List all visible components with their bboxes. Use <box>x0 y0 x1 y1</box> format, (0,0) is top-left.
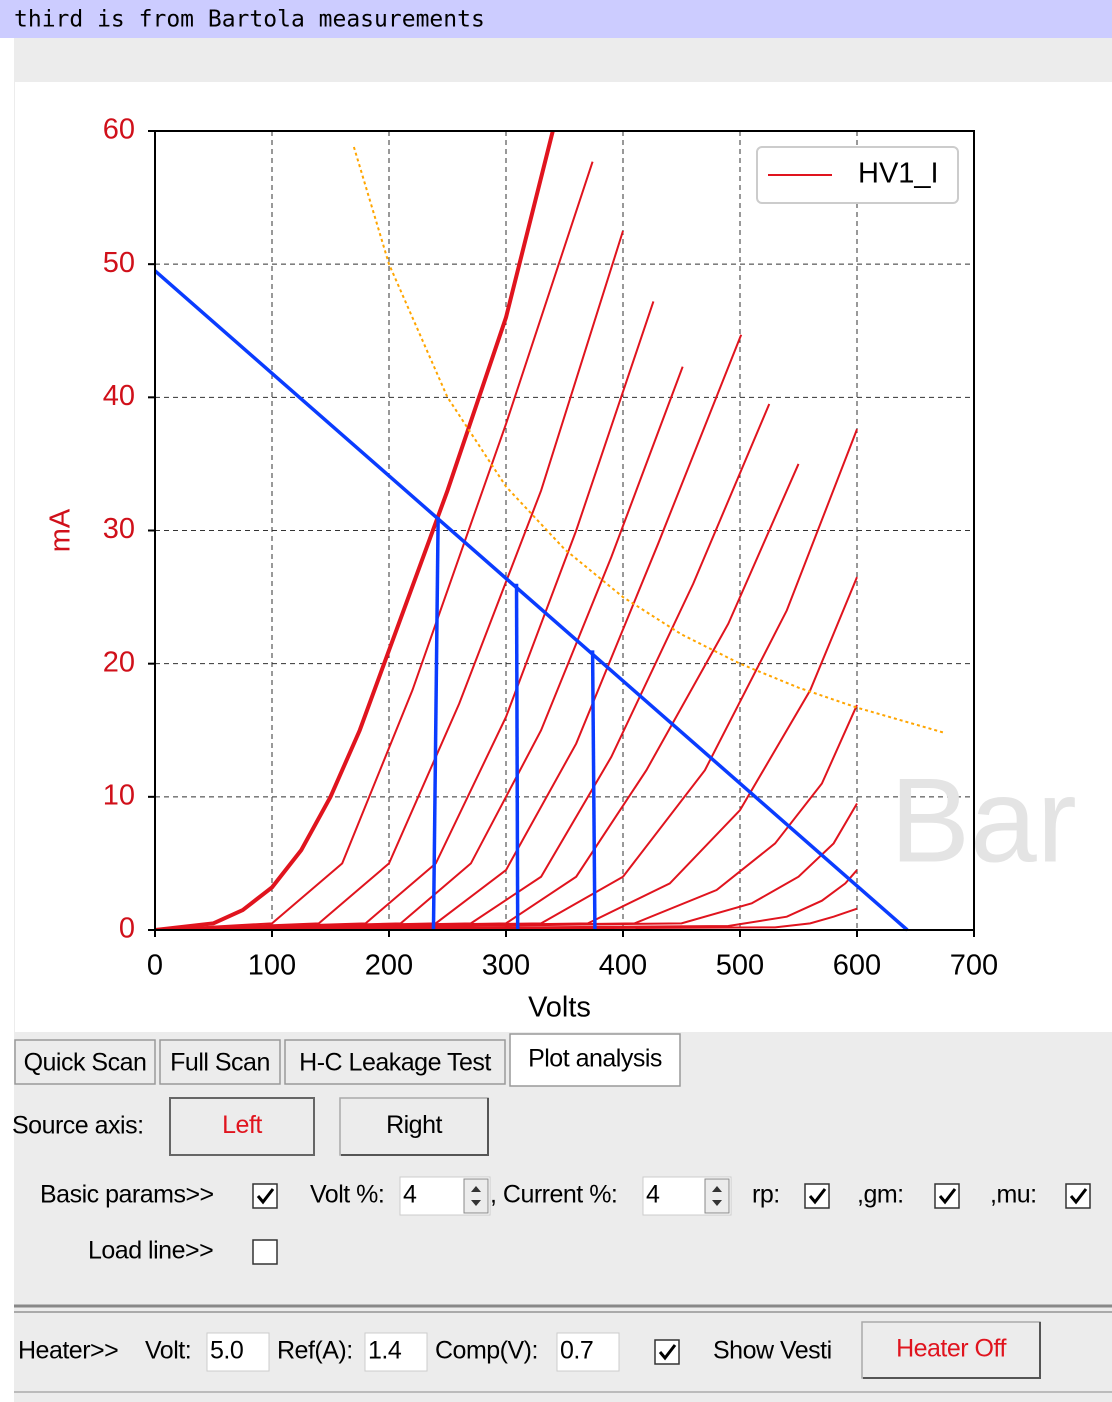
label: rp: <box>752 1181 780 1209</box>
label: Load line>> <box>88 1237 213 1265</box>
spin-button[interactable] <box>463 1178 489 1214</box>
text-input[interactable] <box>364 1332 428 1372</box>
checkbox[interactable] <box>804 1183 830 1209</box>
label: Basic params>> <box>40 1181 214 1209</box>
spin-button[interactable] <box>704 1178 730 1214</box>
label: 4 <box>646 1181 660 1209</box>
label: Ref(A): <box>277 1337 353 1365</box>
label: Show Vesti <box>713 1337 832 1365</box>
text-input[interactable] <box>556 1332 620 1372</box>
y-tick-label: 60 <box>103 114 135 146</box>
label: Right <box>386 1111 442 1139</box>
label: Plot analysis <box>528 1045 662 1073</box>
label: , Current %: <box>490 1181 617 1209</box>
x-tick-label: 400 <box>599 950 647 982</box>
operating-point-line <box>431 517 440 931</box>
watermark: Bar <box>890 754 1077 888</box>
plot-area <box>15 82 1112 1032</box>
label: Full Scan <box>170 1049 270 1077</box>
label: Volt: <box>145 1337 191 1365</box>
legend-box <box>756 146 959 204</box>
operating-point-line <box>514 583 520 931</box>
label: ,mu: <box>990 1181 1037 1209</box>
label: 5.0 <box>210 1337 243 1365</box>
operating-point-line <box>590 650 597 931</box>
x-tick-label: 600 <box>833 950 881 982</box>
button[interactable] <box>169 1097 315 1156</box>
checkbox[interactable] <box>252 1183 278 1209</box>
y-tick-label: 0 <box>119 913 135 945</box>
button[interactable] <box>339 1097 489 1156</box>
label: Source axis: <box>12 1112 144 1140</box>
y-tick-label: 50 <box>103 247 135 279</box>
checkbox[interactable] <box>934 1183 960 1209</box>
x-tick-label: 700 <box>950 950 998 982</box>
y-tick-label: 10 <box>103 779 135 811</box>
y-tick-label: 30 <box>103 513 135 545</box>
plate-curve <box>155 907 858 930</box>
y-tick-label: 40 <box>103 380 135 412</box>
plate-curve <box>155 230 624 930</box>
y-tick-label: 20 <box>103 646 135 678</box>
label: Heater>> <box>18 1337 118 1365</box>
label: 1.4 <box>368 1337 402 1365</box>
plate-curve <box>155 869 858 930</box>
tab[interactable] <box>14 1039 156 1085</box>
label: Heater Off <box>896 1335 1006 1363</box>
label: ,gm: <box>857 1181 904 1209</box>
x-tick-label: 200 <box>365 950 413 982</box>
x-tick-label: 0 <box>147 950 163 982</box>
text-input[interactable] <box>206 1332 270 1372</box>
spin-arrows <box>471 1186 481 1206</box>
banner: third is from Bartola measurements <box>14 7 485 33</box>
label: Left <box>222 1111 262 1139</box>
load-line <box>153 269 909 932</box>
x-axis-label: Volts <box>528 992 591 1024</box>
legend-label: HV1_I <box>858 158 939 190</box>
plate-curve <box>155 131 555 930</box>
checkbox[interactable] <box>1065 1183 1091 1209</box>
button[interactable] <box>861 1321 1041 1379</box>
button-shadow <box>863 1322 1041 1379</box>
banner-bg <box>0 0 1112 38</box>
tab[interactable] <box>159 1039 281 1085</box>
checkbox[interactable] <box>654 1339 680 1365</box>
checkbox[interactable] <box>252 1239 278 1265</box>
label: Volt %: <box>310 1181 384 1209</box>
checkmark <box>256 1188 275 1205</box>
power-curve <box>352 146 946 734</box>
label: Comp(V): <box>435 1337 538 1365</box>
y-axis-label: mA <box>45 508 77 552</box>
plot-frame <box>154 130 975 931</box>
tab[interactable] <box>509 1033 681 1087</box>
checkmark <box>938 1188 957 1205</box>
label: 4 <box>403 1181 417 1209</box>
label: 0.7 <box>560 1337 593 1365</box>
x-tick-label: 100 <box>248 950 296 982</box>
label: Quick Scan <box>24 1049 147 1077</box>
spin-arrows <box>712 1186 722 1206</box>
x-tick-label: 500 <box>716 950 764 982</box>
checkmark <box>808 1188 827 1205</box>
checkmark <box>658 1344 677 1361</box>
button-shadow <box>341 1098 489 1156</box>
checkmark <box>1069 1188 1088 1205</box>
plate-curve <box>155 161 594 930</box>
x-tick-label: 300 <box>482 950 530 982</box>
tab[interactable] <box>284 1039 506 1085</box>
label: H-C Leakage Test <box>299 1049 491 1077</box>
